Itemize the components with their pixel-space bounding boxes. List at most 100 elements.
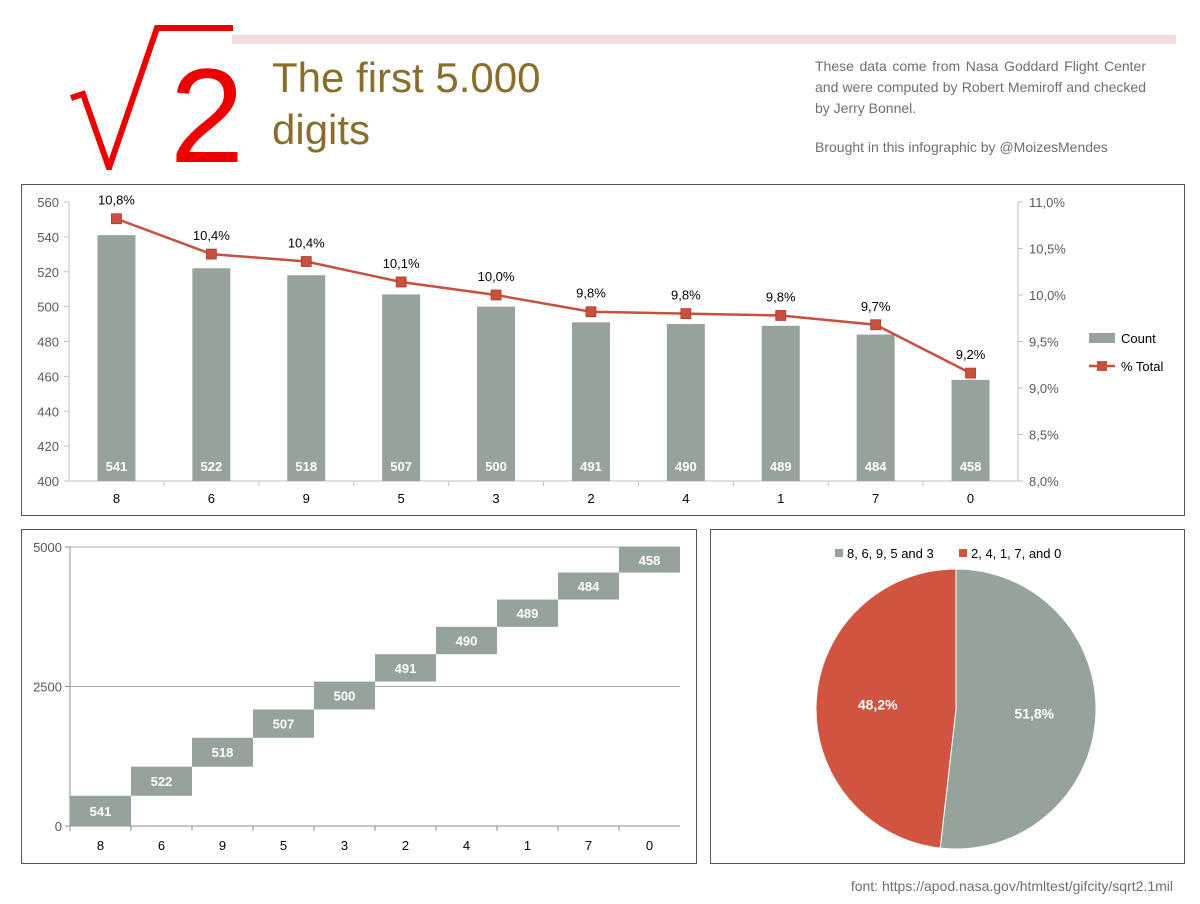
pct-total-line (116, 217, 972, 375)
pct-total-label: 9,8% (671, 288, 701, 303)
y-left-tick-label: 520 (37, 265, 59, 280)
y-right-tick-label: 10,5% (1029, 242, 1066, 257)
x-tick-label: 9 (219, 838, 226, 853)
count-bar (287, 275, 326, 481)
waterfall-step (558, 572, 619, 600)
x-tick-label: 7 (872, 491, 879, 506)
legend-pct-label: % Total (1121, 359, 1164, 374)
x-tick-label: 1 (524, 838, 531, 853)
waterfall-step-label: 518 (212, 745, 234, 760)
waterfall-step-label: 484 (578, 579, 600, 594)
legend-label-group-b: 2, 4, 1, 7, and 0 (971, 546, 1061, 561)
x-tick-label: 5 (398, 491, 405, 506)
title-line-2: digits (272, 106, 371, 153)
count-bar-label: 491 (580, 459, 602, 474)
y-left-tick-label: 480 (37, 335, 59, 350)
count-bar (856, 334, 895, 481)
count-bar-label: 490 (675, 459, 697, 474)
source-note: These data come from Nasa Goddard Flight… (815, 58, 1146, 116)
count-bar (571, 322, 610, 481)
x-tick-label: 2 (587, 491, 594, 506)
pct-total-label: 10,1% (383, 256, 420, 271)
pct-total-point (300, 256, 312, 267)
pct-total-point (490, 289, 502, 301)
pie-slice-group-a (939, 568, 1097, 850)
pct-total-label: 9,2% (956, 347, 986, 362)
radicand-number: 2 (170, 42, 241, 170)
footnote: font: https://apod.nasa.gov/htmltest/gif… (850, 878, 1173, 894)
sqrt-symbol: 2 (70, 25, 241, 170)
y-right-tick-label: 11,0% (1029, 195, 1065, 210)
pct-total-point (775, 310, 787, 321)
waterfall-step (375, 654, 436, 682)
count-bar (477, 306, 516, 481)
waterfall-step (70, 795, 131, 826)
waterfall-step-label: 491 (395, 661, 417, 676)
y-right-tick-label: 9,5% (1029, 335, 1059, 350)
count-bar (666, 324, 705, 481)
pct-total-label: 10,4% (288, 236, 325, 251)
page-title: The first 5.000 digits (272, 52, 540, 156)
count-bar-label: 484 (865, 459, 887, 474)
count-bar (761, 325, 800, 481)
y-left-tick-label: 560 (37, 195, 59, 210)
count-bar (951, 379, 990, 481)
waterfall-chart: 0 2500 5000 541 8 522 6 518 9 507 5 500 3 491 2 490 4 489… (33, 540, 680, 853)
pie-chart-panel: 8, 6, 9, 5 and 3 2, 4, 1, 7, and 0 51,8% 48… (710, 529, 1185, 864)
pct-total-point (870, 319, 882, 331)
pct-total-label: 10,8% (98, 193, 135, 208)
x-tick-label: 4 (682, 491, 689, 506)
x-tick-label: 5 (280, 838, 287, 853)
waterfall-step-label: 490 (456, 634, 478, 649)
pct-total-point (111, 213, 122, 225)
pct-total-label: 9,8% (576, 286, 606, 301)
legend-pct-marker (1097, 361, 1107, 371)
waterfall-step (192, 737, 253, 767)
pct-total-label: 10,4% (193, 228, 230, 243)
radical-sign (70, 25, 233, 170)
waterfall-step-label: 507 (273, 717, 295, 732)
count-bar-label: 458 (960, 459, 982, 474)
header-rule (232, 35, 1176, 44)
count-bar-label: 500 (485, 459, 507, 474)
legend-count-label: Count (1121, 331, 1156, 346)
count-bar-label: 489 (770, 459, 792, 474)
waterfall-step (314, 681, 375, 710)
count-bar (192, 268, 231, 481)
pie-label-group-b: 48,2% (858, 697, 898, 713)
pct-total-label: 9,7% (861, 299, 891, 314)
pie-chart: 8, 6, 9, 5 and 3 2, 4, 1, 7, and 0 51,8% 48… (815, 546, 1097, 850)
combo-chart-panel: 400 420 440 460 480 500 520 540 560 8,0% 8,5% 9,0% 9… (21, 184, 1185, 516)
x-tick-label: 1 (777, 491, 784, 506)
waterfall-step-label: 458 (639, 553, 661, 568)
count-bar (97, 235, 136, 481)
legend-count-swatch (1089, 333, 1115, 343)
x-tick-label: 7 (585, 838, 592, 853)
pct-total-label: 9,8% (766, 289, 796, 304)
y-tick-label: 0 (55, 819, 62, 834)
count-bar (382, 294, 421, 481)
waterfall-step (619, 547, 680, 573)
y-right-tick-label: 8,5% (1029, 428, 1059, 443)
pct-total-point (965, 367, 976, 379)
y-left-tick-label: 500 (37, 300, 59, 315)
credit-note: Brought in this infographic by @MoizesMe… (815, 139, 1108, 155)
x-tick-label: 9 (303, 491, 310, 506)
y-left-tick-label: 460 (37, 369, 59, 384)
waterfall-step (436, 626, 497, 655)
x-tick-label: 3 (492, 491, 499, 506)
y-tick-label: 2500 (33, 680, 62, 695)
pct-total-point (680, 308, 692, 319)
x-tick-label: 8 (97, 838, 104, 853)
x-tick-label: 6 (158, 838, 165, 853)
x-tick-label: 2 (402, 838, 409, 853)
x-tick-label: 0 (967, 491, 974, 506)
count-bar-label: 507 (390, 459, 412, 474)
waterfall-chart-panel: 0 2500 5000 541 8 522 6 518 9 507 5 500 3 491 2 490 4 489… (21, 529, 697, 864)
pie-label-group-a: 51,8% (1014, 705, 1054, 721)
x-tick-label: 8 (113, 491, 120, 506)
y-tick-label: 5000 (33, 540, 62, 555)
legend-label-group-a: 8, 6, 9, 5 and 3 (847, 546, 934, 561)
waterfall-step (253, 709, 314, 738)
x-tick-label: 3 (341, 838, 348, 853)
